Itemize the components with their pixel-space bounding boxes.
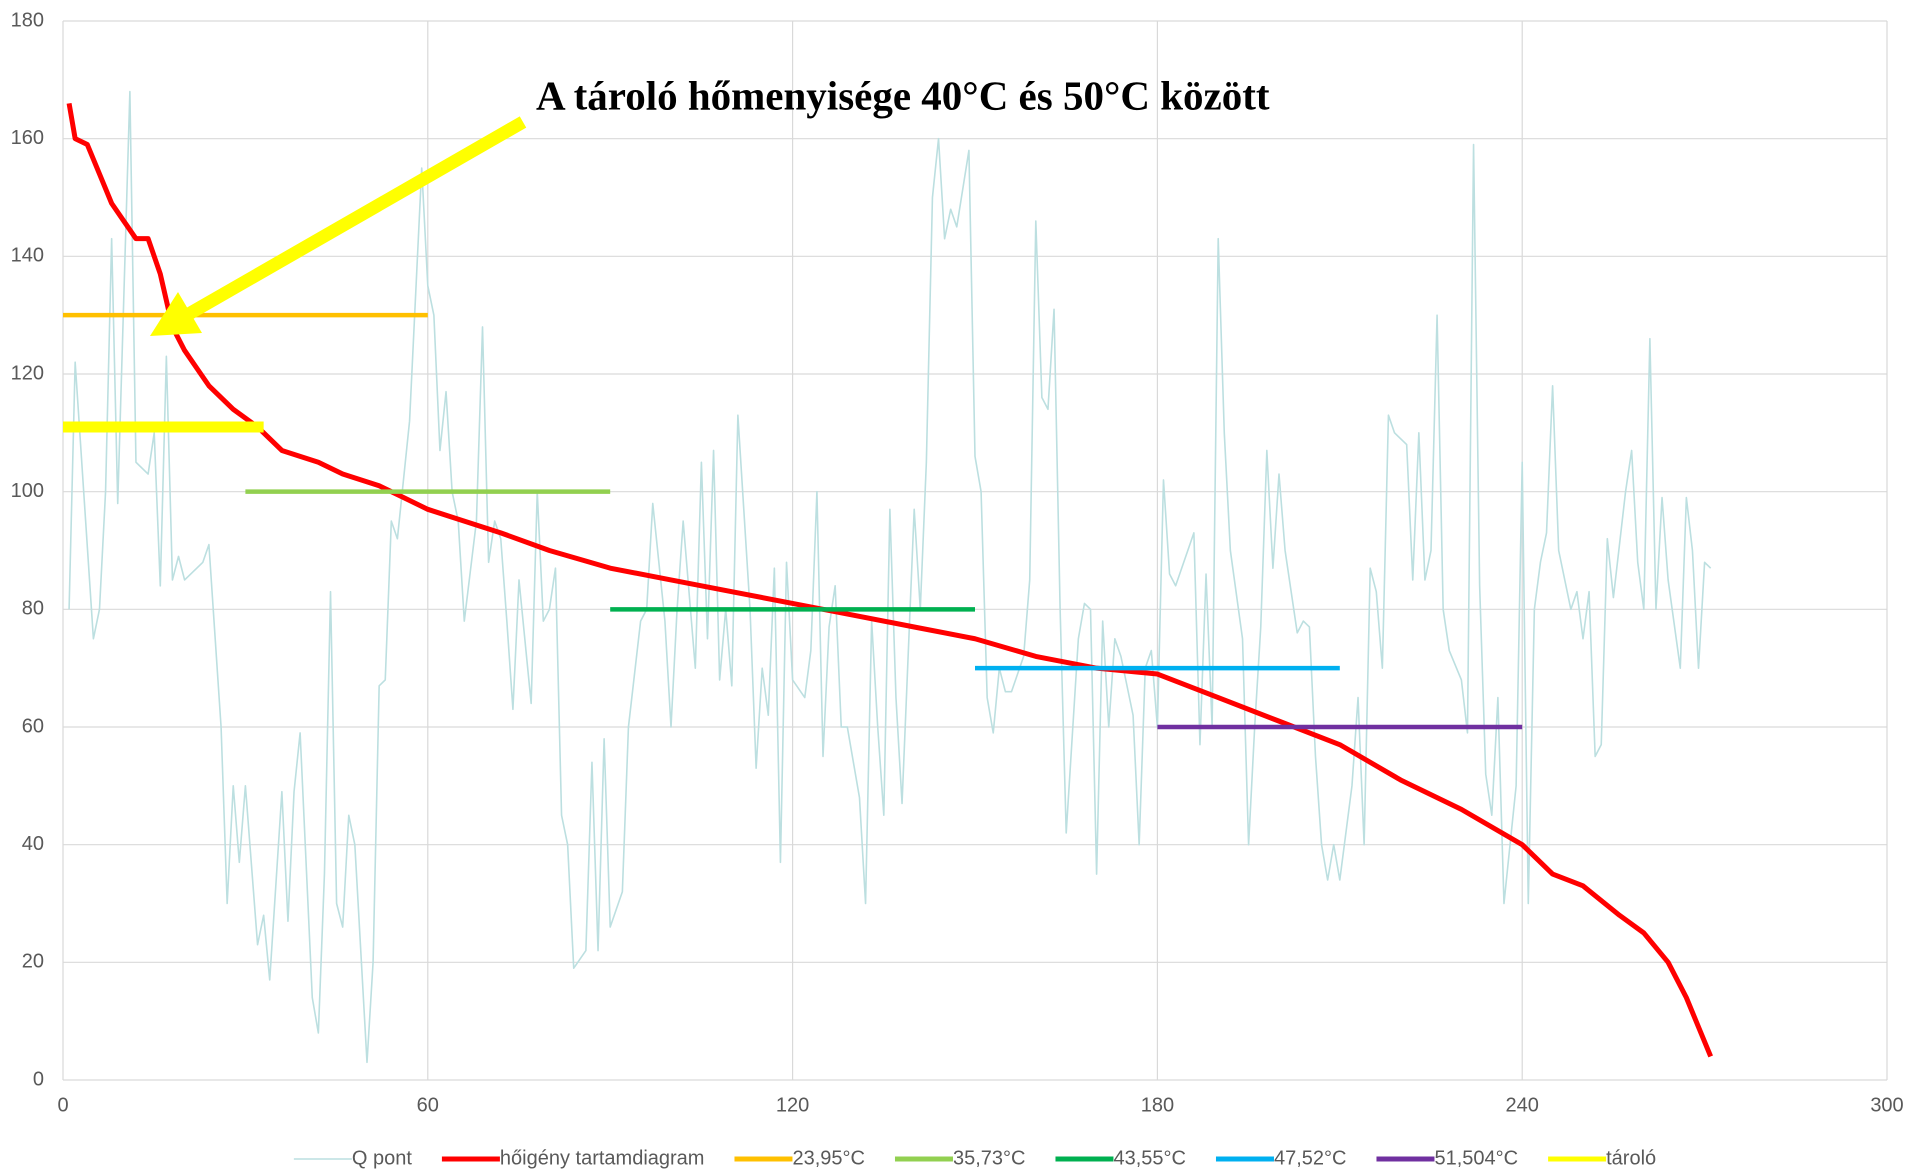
arrow-shaft [183,116,527,321]
x-tick-label: 60 [417,1094,439,1116]
legend-label: 47,52°C [1274,1147,1347,1169]
x-tick-label: 0 [57,1094,68,1116]
y-tick-label: 120 [11,362,44,384]
x-tick-label: 300 [1870,1094,1903,1116]
y-tick-label: 80 [22,598,44,620]
y-tick-label: 0 [33,1068,44,1090]
legend-label: 43,55°C [1113,1147,1186,1169]
y-tick-label: 160 [11,127,44,149]
legend: Q pont hőigény tartamdiagram 23,95°C 35,73°… [293,1147,1656,1169]
legend-label: hőigény tartamdiagram [500,1147,705,1169]
x-tick-label: 180 [1141,1094,1174,1116]
series [63,90,1713,1064]
grid: 0 20 40 60 80 100 120 140 160 180 0 60 120 180 240 300 [11,9,1904,1116]
legend-label: Q pont [352,1147,412,1169]
y-tick-label: 20 [22,951,44,973]
y-tick-label: 180 [11,9,44,31]
x-tick-label: 240 [1506,1094,1539,1116]
arrow-head [150,292,202,336]
annotation: A tároló hőmenyisége 40°C és 50°C között [536,72,1270,118]
legend-label: 51,504°C [1434,1147,1518,1169]
legend-label: 35,73°C [953,1147,1026,1169]
y-tick-label: 60 [22,715,44,737]
annotation-arrow [150,116,527,336]
y-tick-label: 140 [11,245,44,267]
legend-label: 23,95°C [792,1147,865,1169]
x-tick-label: 120 [776,1094,809,1116]
series-line [68,90,1712,1064]
legend-label: tároló [1606,1147,1656,1169]
y-tick-label: 100 [11,480,44,502]
y-tick-label: 40 [22,833,44,855]
series-line [66,102,1713,1058]
